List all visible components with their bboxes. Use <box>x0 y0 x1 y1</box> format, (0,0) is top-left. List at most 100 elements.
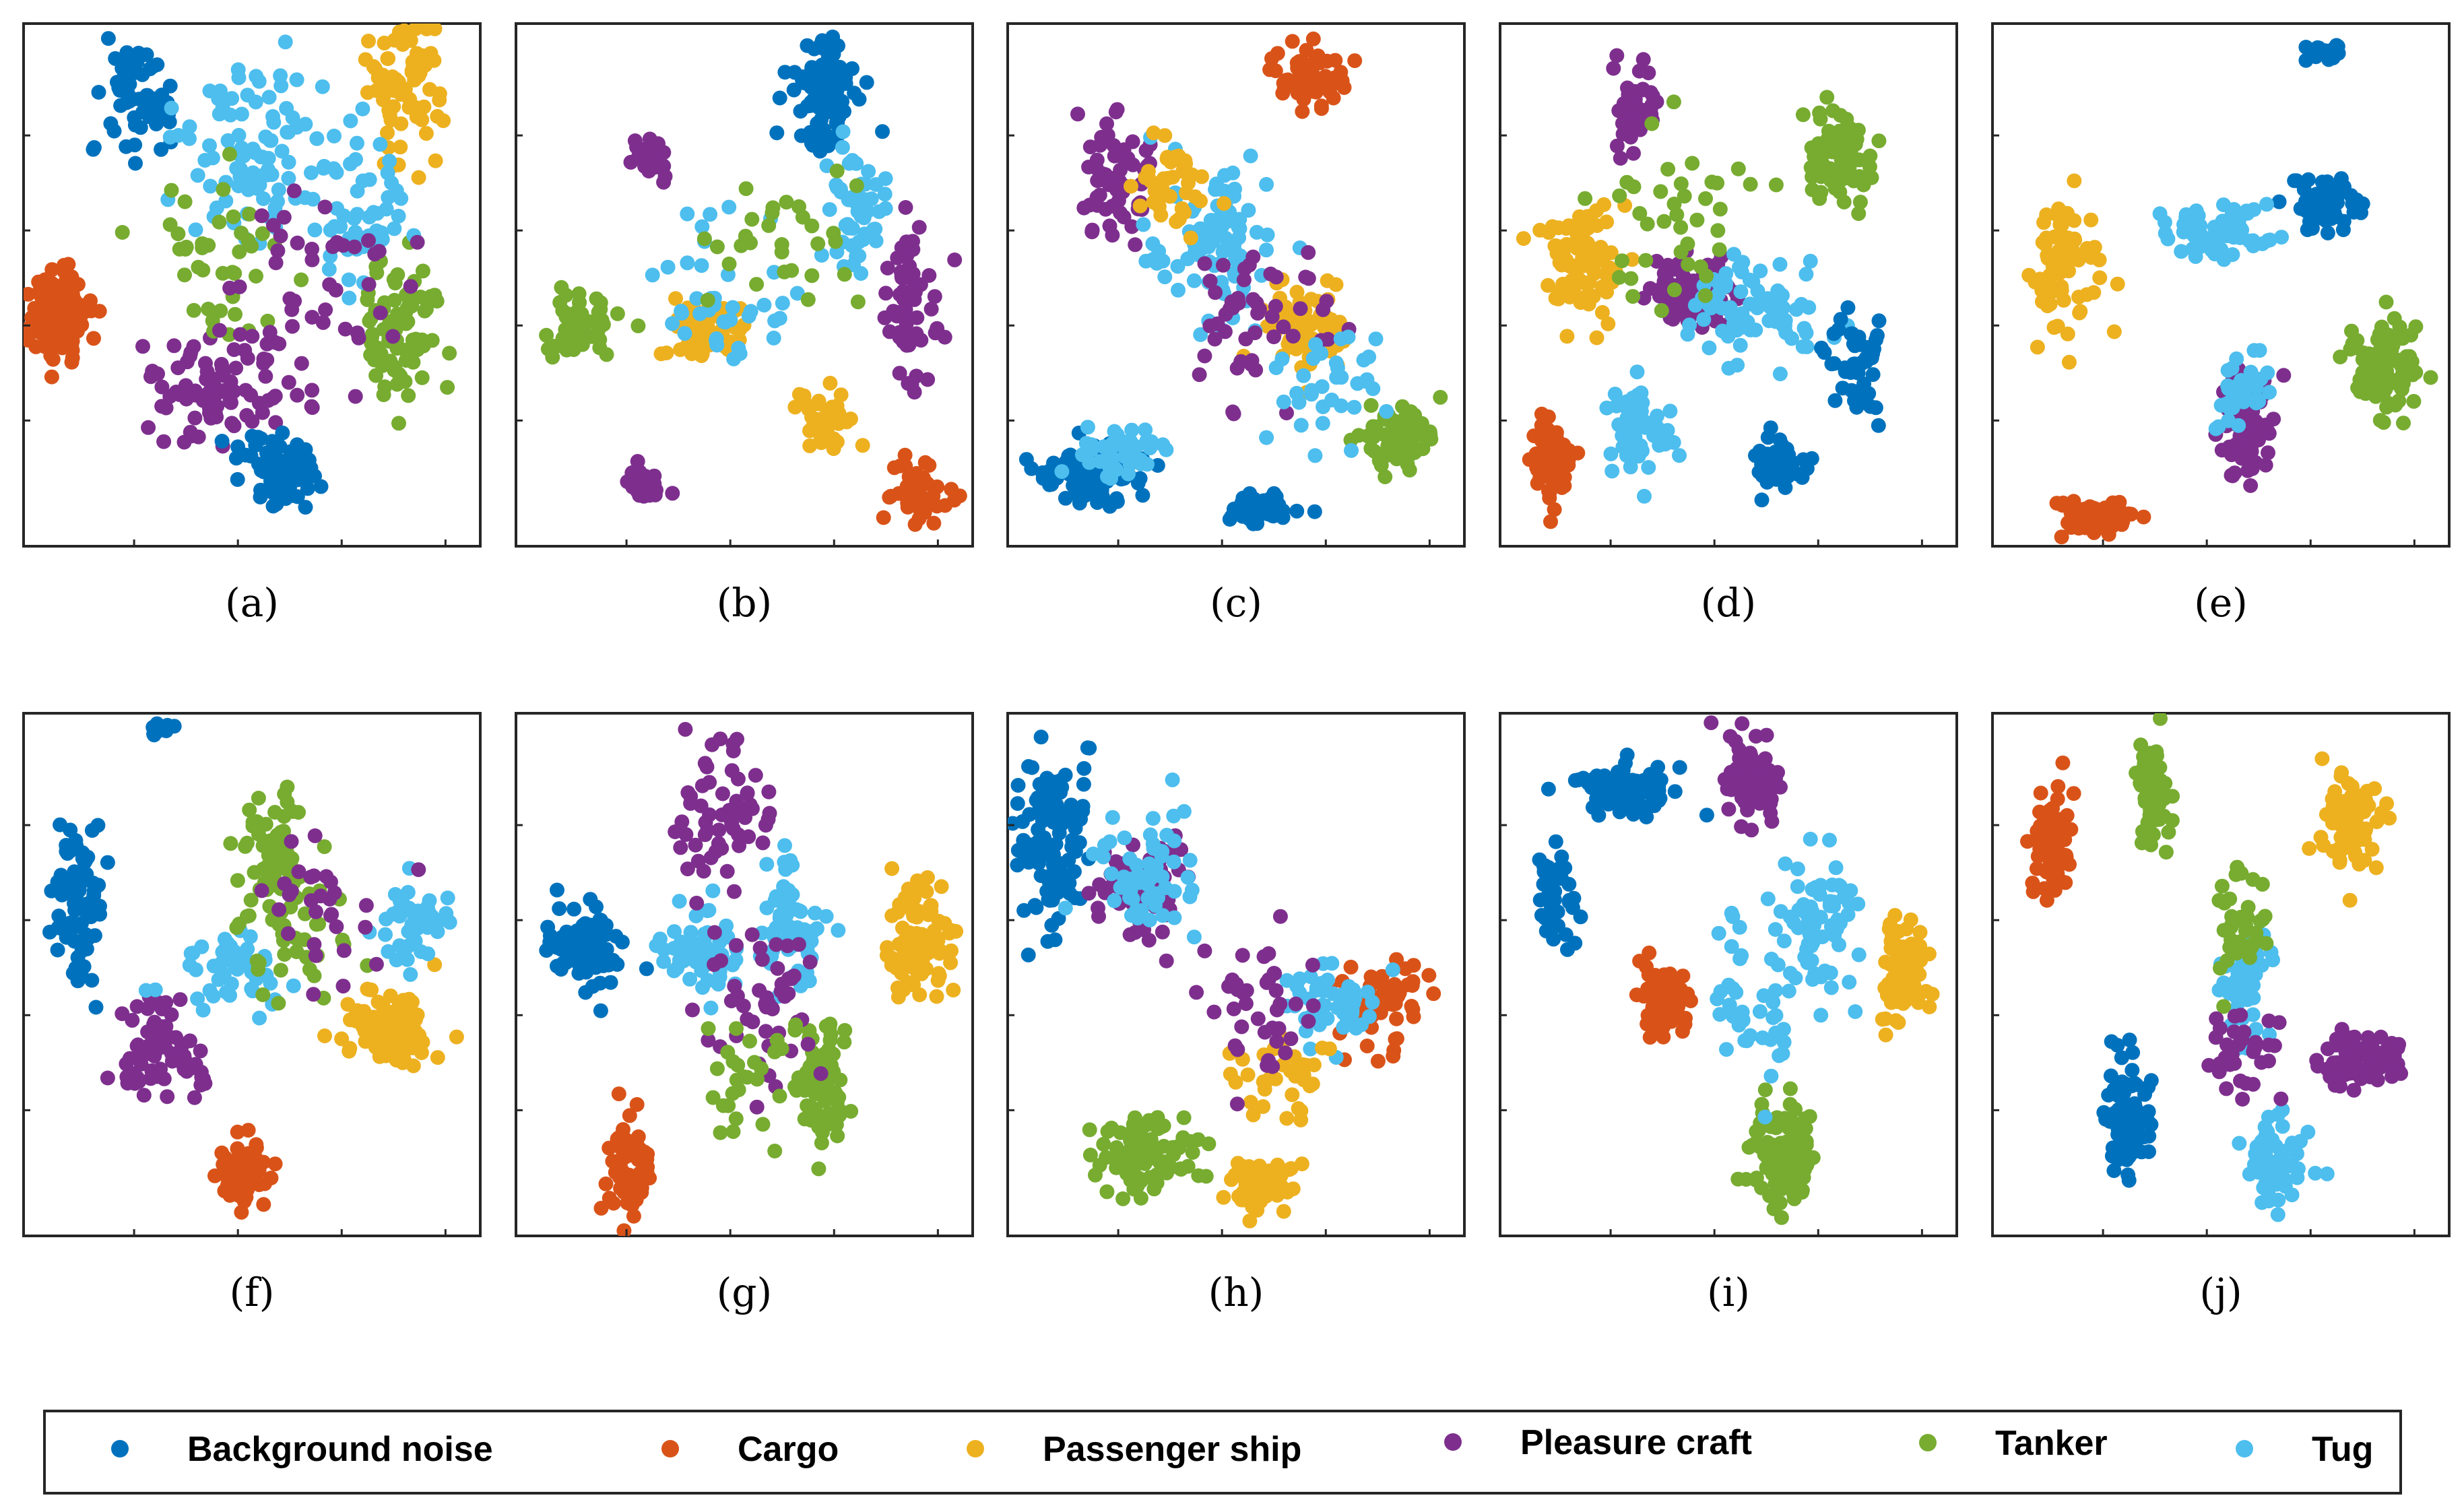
point-passenger-ship <box>2054 283 2069 298</box>
point-cargo <box>1347 53 1363 69</box>
point-tanker <box>1100 1124 1115 1139</box>
point-passenger-ship <box>430 108 445 124</box>
point-tanker <box>177 194 193 209</box>
point-pleasure-craft <box>281 374 296 390</box>
point-tug <box>1151 244 1167 259</box>
point-tanker <box>377 379 393 395</box>
point-pleasure-craft <box>1626 145 1641 161</box>
point-tanker <box>791 199 806 214</box>
point-tanker <box>1768 177 1784 193</box>
point-passenger-ship <box>910 873 925 888</box>
point-passenger-ship <box>2067 231 2082 247</box>
point-background-noise <box>583 892 598 907</box>
point-tug <box>1341 979 1357 994</box>
point-tanker <box>754 1061 769 1076</box>
point-pleasure-craft <box>630 482 646 497</box>
point-passenger-ship <box>668 291 683 306</box>
point-cargo <box>1343 959 1359 975</box>
point-passenger-ship <box>1577 223 1592 238</box>
point-tanker <box>273 962 288 978</box>
point-tanker <box>738 181 754 197</box>
point-passenger-ship <box>1243 1094 1258 1110</box>
point-tug <box>789 286 805 301</box>
point-pleasure-craft <box>245 329 260 344</box>
point-cargo <box>1555 478 1570 492</box>
point-tanker <box>259 834 275 849</box>
point-tug <box>756 298 772 313</box>
panel-frame <box>1991 22 2451 548</box>
point-pleasure-craft <box>232 327 248 342</box>
point-passenger-ship <box>1282 1162 1297 1177</box>
point-pleasure-craft <box>1128 925 1143 940</box>
point-background-noise <box>1076 777 1091 792</box>
point-tanker <box>850 294 866 310</box>
point-pleasure-craft <box>780 938 796 954</box>
point-passenger-ship <box>901 958 916 974</box>
point-tanker <box>191 259 206 275</box>
point-passenger-ship <box>1290 1060 1305 1076</box>
point-tug <box>242 929 258 944</box>
point-tug <box>1735 255 1751 270</box>
point-cargo <box>44 262 60 277</box>
point-passenger-ship <box>387 1004 402 1019</box>
points-group <box>1018 31 1448 531</box>
point-tanker <box>792 1076 808 1091</box>
point-pleasure-craft <box>1138 143 1154 158</box>
point-tug <box>2251 394 2267 409</box>
point-background-noise <box>2298 40 2314 55</box>
point-tug <box>759 900 775 915</box>
point-tug <box>148 982 163 997</box>
point-tug <box>190 991 205 1006</box>
point-tug <box>759 857 775 872</box>
point-background-noise <box>2300 222 2315 238</box>
point-tanker <box>1638 253 1654 268</box>
point-tug <box>1289 385 1305 401</box>
point-tanker <box>413 290 428 304</box>
point-tanker <box>837 1035 852 1050</box>
point-tug <box>1662 403 1678 419</box>
point-tug <box>240 942 255 957</box>
point-background-noise <box>301 469 317 484</box>
point-pleasure-craft <box>259 352 275 368</box>
point-tug <box>804 933 819 949</box>
point-tug <box>720 267 736 282</box>
point-tug <box>278 34 293 50</box>
point-tug <box>392 938 408 954</box>
point-passenger-ship <box>2086 285 2102 300</box>
point-background-noise <box>117 55 133 71</box>
point-passenger-ship <box>361 34 376 48</box>
point-background-noise <box>1135 488 1150 503</box>
point-tug <box>2219 214 2234 229</box>
point-cargo <box>1534 418 1549 433</box>
point-passenger-ship <box>2060 205 2075 221</box>
point-cargo <box>35 286 51 301</box>
point-pleasure-craft <box>268 415 284 430</box>
point-passenger-ship <box>1159 151 1175 166</box>
point-tanker <box>560 306 575 321</box>
point-cargo <box>42 335 58 350</box>
point-background-noise <box>73 916 89 931</box>
point-tug <box>348 152 363 167</box>
point-pleasure-craft <box>754 952 770 967</box>
point-background-noise <box>1865 367 1881 383</box>
point-passenger-ship <box>1256 1099 1271 1114</box>
point-tanker <box>728 1111 744 1127</box>
point-pleasure-craft <box>1226 406 1241 422</box>
point-tanker <box>539 327 554 343</box>
point-tug <box>818 909 834 924</box>
point-cargo <box>614 1166 630 1181</box>
point-pleasure-craft <box>318 302 333 317</box>
point-background-noise <box>1254 502 1270 517</box>
point-pleasure-craft <box>744 927 760 942</box>
point-tanker <box>1654 303 1669 319</box>
point-tug <box>782 919 798 935</box>
point-pleasure-craft <box>385 329 401 344</box>
point-passenger-ship <box>1285 1087 1300 1103</box>
point-passenger-ship <box>2083 250 2099 265</box>
point-tug <box>665 316 680 331</box>
point-tanker <box>1396 412 1411 427</box>
point-tanker <box>696 231 712 247</box>
point-tanker <box>2387 310 2402 326</box>
point-tug <box>1243 148 1258 164</box>
point-passenger-ship <box>1242 1213 1258 1228</box>
